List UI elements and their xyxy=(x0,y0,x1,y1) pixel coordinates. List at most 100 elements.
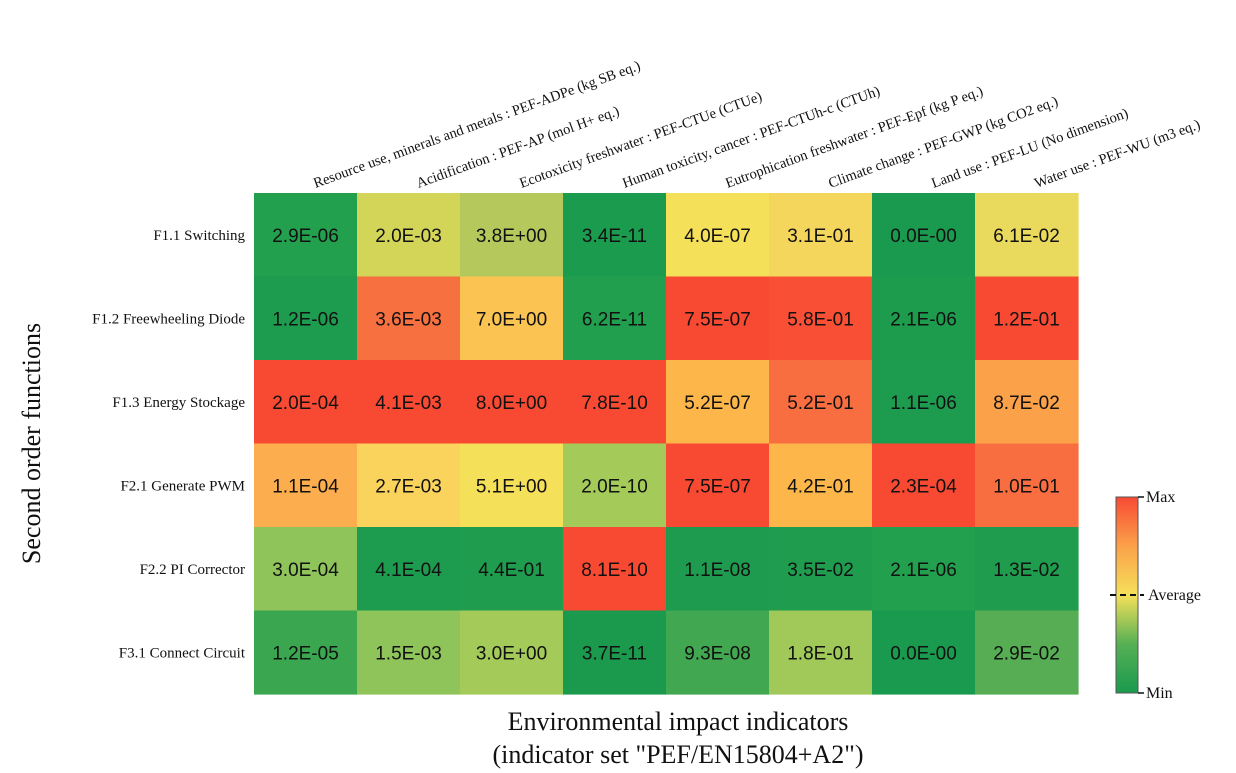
cell-value-label: 3.8E+00 xyxy=(476,226,547,247)
cell-value-label: 3.4E-11 xyxy=(582,226,647,247)
heatmap-cell xyxy=(975,360,1079,445)
cell-value-label: 1.1E-04 xyxy=(272,476,339,497)
heatmap-cell xyxy=(666,443,770,528)
colorbar: Max Average Min xyxy=(1110,489,1201,702)
colorbar-label-average: Average xyxy=(1148,587,1201,604)
row-label: F2.2 PI Corrector xyxy=(140,562,245,578)
cell-value-label: 8.7E-02 xyxy=(993,393,1060,414)
y-axis-title: Second order functions xyxy=(17,323,46,564)
heatmap-cell xyxy=(872,193,976,278)
heatmap-cell xyxy=(460,610,564,695)
heatmap-cell xyxy=(769,360,873,445)
heatmap-cell xyxy=(460,527,564,612)
cell-value-label: 7.0E+00 xyxy=(476,309,547,330)
cell-value-label: 2.1E-06 xyxy=(890,560,957,581)
heatmap-cell xyxy=(563,610,667,695)
heatmap-cell xyxy=(872,360,976,445)
heatmap-cell xyxy=(357,527,461,612)
cell-value-label: 4.2E-01 xyxy=(787,476,854,497)
heatmap-cell xyxy=(666,610,770,695)
cell-value-label: 1.2E-01 xyxy=(993,309,1060,330)
colorbar-label-max: Max xyxy=(1146,489,1175,506)
heatmap-cell xyxy=(769,276,873,361)
cell-value-label: 3.6E-03 xyxy=(375,309,442,330)
cell-value-label: 2.0E-03 xyxy=(375,226,442,247)
heatmap-cell xyxy=(254,527,358,612)
cell-value-label: 1.0E-01 xyxy=(993,476,1060,497)
row-label: F1.3 Energy Stockage xyxy=(112,395,245,411)
row-label: F3.1 Connect Circuit xyxy=(119,645,246,661)
cell-value-label: 2.1E-06 xyxy=(890,309,957,330)
heatmap-cell xyxy=(872,527,976,612)
heatmap-cell xyxy=(357,276,461,361)
cell-value-label: 1.3E-02 xyxy=(993,560,1060,581)
column-labels: Resource use, minerals and metals : PEF-… xyxy=(311,58,1202,192)
heatmap-cell xyxy=(357,193,461,278)
heatmap-cell xyxy=(666,527,770,612)
cell-value-label: 8.1E-10 xyxy=(581,560,648,581)
colorbar-ticks xyxy=(1110,496,1144,694)
heatmap-cell xyxy=(460,443,564,528)
cell-value-label: 7.8E-10 xyxy=(581,393,648,414)
heatmap-cell xyxy=(254,610,358,695)
heatmap-cell xyxy=(254,193,358,278)
cell-value-label: 1.2E-05 xyxy=(272,643,339,664)
cell-value-label: 2.9E-02 xyxy=(993,643,1060,664)
cell-value-label: 2.7E-03 xyxy=(375,476,442,497)
colorbar-label-min: Min xyxy=(1146,685,1173,702)
cell-value-label: 7.5E-07 xyxy=(684,309,751,330)
heatmap-cell xyxy=(872,276,976,361)
row-labels: F1.1 Switching F1.2 Freewheeling Diode F1.… xyxy=(92,228,246,662)
heatmap-cell xyxy=(254,443,358,528)
cell-value-label: 5.2E-01 xyxy=(787,393,854,414)
heatmap-cell xyxy=(460,193,564,278)
heatmap-cell xyxy=(769,443,873,528)
heatmap-cell xyxy=(460,360,564,445)
heatmap-cell xyxy=(975,276,1079,361)
heatmap-cell xyxy=(563,360,667,445)
row-label: F1.1 Switching xyxy=(153,228,245,244)
cell-value-label: 3.7E-11 xyxy=(582,643,647,664)
heatmap-cell xyxy=(975,193,1079,278)
heatmap-cell xyxy=(357,443,461,528)
cell-value-label: 5.8E-01 xyxy=(787,309,854,330)
cell-value-label: 8.0E+00 xyxy=(476,393,547,414)
cell-value-label: 6.1E-02 xyxy=(993,226,1060,247)
cell-value-label: 3.5E-02 xyxy=(787,560,854,581)
cell-value-label: 5.2E-07 xyxy=(684,393,751,414)
heatmap-cell xyxy=(975,443,1079,528)
heatmap-cell xyxy=(563,276,667,361)
heatmap-cell xyxy=(254,360,358,445)
cell-value-label: 1.1E-08 xyxy=(684,560,751,581)
cell-value-label: 2.0E-04 xyxy=(272,393,339,414)
cell-value-label: 3.1E-01 xyxy=(787,226,854,247)
heatmap-cell xyxy=(769,527,873,612)
cell-value-label: 4.1E-03 xyxy=(375,393,442,414)
cell-value-label: 4.1E-04 xyxy=(375,560,442,581)
heatmap-cell xyxy=(769,193,873,278)
heatmap-cell xyxy=(357,610,461,695)
cell-value-label: 4.0E-07 xyxy=(684,226,751,247)
x-axis-title-line1: Environmental impact indicators xyxy=(508,707,849,736)
cell-value-label: 1.8E-01 xyxy=(787,643,854,664)
cell-value-label: 3.0E-04 xyxy=(272,560,339,581)
heatmap-cell xyxy=(872,443,976,528)
heatmap-cell xyxy=(872,610,976,695)
heatmap-cell xyxy=(563,527,667,612)
heatmap-cell xyxy=(460,276,564,361)
cell-value-label: 2.9E-06 xyxy=(272,226,339,247)
row-label: F2.1 Generate PWM xyxy=(120,478,245,494)
cell-value-label: 0.0E-00 xyxy=(890,643,957,664)
cell-value-label: 0.0E-00 xyxy=(890,226,957,247)
cell-value-label: 4.4E-01 xyxy=(478,560,545,581)
heatmap-cell xyxy=(357,360,461,445)
cell-value-label: 7.5E-07 xyxy=(684,476,751,497)
row-label: F1.2 Freewheeling Diode xyxy=(92,311,245,327)
heatmap-cell xyxy=(975,610,1079,695)
cell-value-label: 9.3E-08 xyxy=(684,643,751,664)
cell-value-label: 3.0E+00 xyxy=(476,643,547,664)
heatmap-cell xyxy=(563,193,667,278)
cell-value-label: 1.1E-06 xyxy=(890,393,957,414)
